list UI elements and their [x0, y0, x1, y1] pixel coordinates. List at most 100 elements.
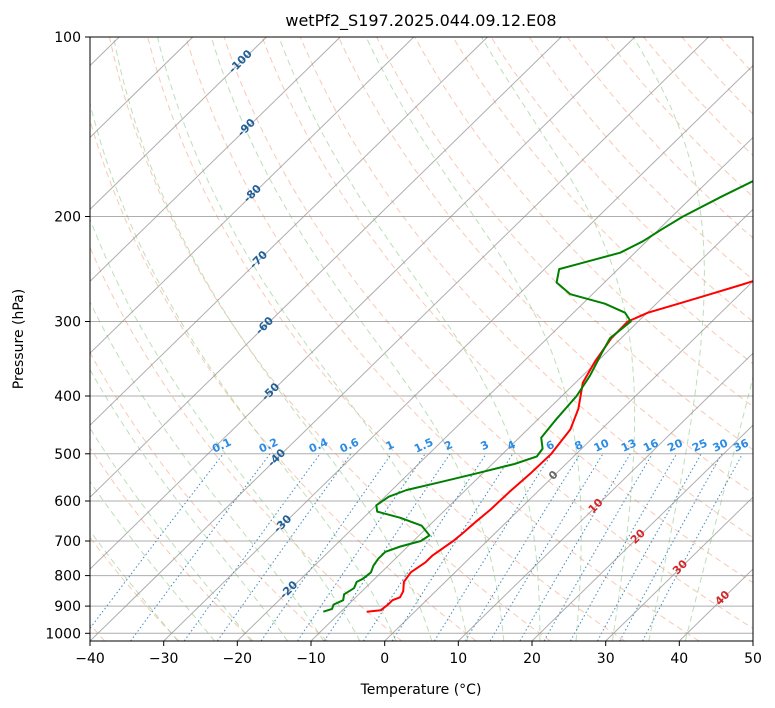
y-tick-label: 100 [54, 30, 81, 46]
mixing-ratio-line [362, 453, 487, 641]
mixing-ratio-label: 13 [619, 437, 638, 455]
y-axis: 100 200 300 400 500 600 700 800 900 1000 [45, 30, 90, 642]
dry-adiabat [90, 118, 477, 641]
grid [90, 37, 753, 641]
mixing-ratio-label: 25 [690, 437, 709, 455]
moist-adiabat [278, 37, 541, 641]
mixing-ratio-label: 0.6 [338, 435, 361, 455]
isotherm [384, 280, 753, 641]
isotherm [90, 37, 488, 426]
mixing-ratio-label: 36 [731, 436, 751, 454]
dry-adiabat [566, 37, 753, 239]
x-axis: −40 −30 −20 −10 0 10 20 30 40 50 [75, 641, 762, 667]
x-tick-label: 50 [744, 651, 762, 667]
mixing-ratio-line [183, 453, 321, 641]
y-tick-label: 900 [54, 599, 81, 615]
isotherm-label: -100 [226, 47, 255, 76]
mixing-ratio-line [260, 453, 392, 641]
dry-adiabat [719, 37, 753, 74]
moist-adiabat [113, 37, 433, 641]
mixing-ratio-line [130, 453, 271, 641]
y-tick-label: 200 [54, 210, 81, 226]
moist-adiabat [157, 37, 469, 641]
mixing-ratio-line [216, 453, 352, 641]
moist-adiabat [90, 480, 216, 641]
mixing-ratio-label: 1 [384, 438, 396, 453]
mixing-ratio-label: 30 [711, 436, 731, 454]
isotherm [90, 37, 562, 498]
mixing-ratio-line [391, 453, 514, 641]
dry-adiabat [490, 37, 753, 323]
x-tick-label: 0 [380, 651, 389, 667]
mixing-ratio-label: 16 [641, 436, 661, 454]
moist-adiabat [365, 37, 582, 641]
isotherm [90, 37, 267, 211]
isotherm [90, 37, 636, 570]
dry-adiabat [414, 37, 753, 408]
moist-adiabat [481, 37, 636, 641]
isotherm [90, 37, 415, 354]
x-tick-label: 30 [597, 651, 615, 667]
mixing-ratio-line [642, 453, 744, 641]
isotherm-label: 30 [670, 557, 690, 577]
x-tick-label: −30 [149, 651, 179, 667]
x-axis-label: Temperature (°C) [360, 682, 482, 698]
mixing-ratio-line [323, 453, 451, 641]
dry-adiabat [185, 37, 700, 641]
isotherm [531, 424, 753, 641]
mixing-ratio-line [433, 453, 553, 641]
x-tick-label: −20 [223, 651, 253, 667]
mixing-ratio-label: 1.5 [412, 436, 435, 456]
mixing-ratio-line [619, 453, 723, 641]
plot-frame [89, 36, 754, 642]
moist-adiabat [90, 300, 325, 641]
isotherm [163, 64, 753, 641]
moist-adiabat [90, 530, 179, 641]
dry-adiabat [746, 24, 775, 641]
mixing-ratio-label: 20 [665, 436, 685, 454]
dry-adiabat [299, 37, 753, 539]
isotherm [90, 37, 709, 641]
temperature-line [366, 280, 753, 613]
y-tick-label: 300 [54, 315, 81, 331]
isotherm-label: 0 [546, 468, 561, 483]
dry-adiabat [528, 37, 753, 281]
mixing-ratio-line [543, 453, 653, 641]
x-tick-label: 40 [670, 651, 688, 667]
isotherm-label: -90 [235, 116, 258, 139]
isotherm-label: -80 [241, 182, 264, 205]
line-labels: 0.1 0.2 0.4 0.6 1 1.5 2 3 4 6 8 10 13 16 20 25 30 36-100-… [210, 47, 751, 608]
mixing-ratio-label: 3 [479, 438, 491, 453]
x-tick-label: −10 [296, 651, 326, 667]
isotherm [605, 496, 753, 641]
x-tick-label: 20 [523, 651, 541, 667]
dry-adiabat [452, 37, 753, 365]
y-tick-label: 1000 [45, 626, 81, 642]
mixing-ratio-line [297, 453, 426, 641]
moist-adiabat [632, 37, 705, 641]
moist-adiabat [210, 37, 505, 641]
y-tick-label: 600 [54, 494, 81, 510]
y-tick-label: 400 [54, 389, 81, 405]
mixing-ratio-line [569, 453, 678, 641]
isotherm [90, 37, 194, 139]
mixing-ratio-line [464, 453, 581, 641]
y-tick-label: 500 [54, 447, 81, 463]
isotherm [310, 208, 753, 641]
dewpoint-line [322, 180, 753, 613]
isotherm [457, 352, 753, 641]
dry-adiabat [681, 37, 753, 115]
moist-adiabat [90, 101, 397, 641]
isotherm-label: 20 [628, 526, 648, 546]
dry-adiabat [90, 446, 254, 641]
mixing-ratio-line [90, 453, 224, 630]
dry-adiabat [108, 37, 551, 641]
y-tick-label: 800 [54, 569, 81, 585]
mixing-ratio-label: 10 [592, 436, 612, 454]
isotherm [90, 37, 341, 283]
mixing-ratio-label: 0.4 [307, 435, 330, 455]
dry-adiabat [604, 37, 753, 198]
moist-adiabat [90, 368, 289, 641]
moist-adiabat [90, 427, 252, 641]
